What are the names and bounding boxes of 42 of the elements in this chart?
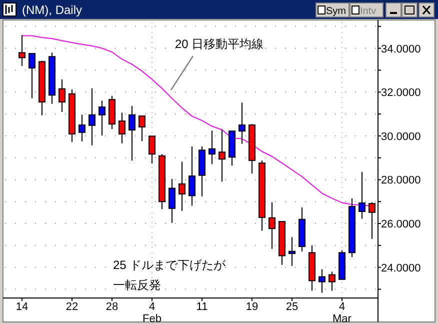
x-tick-label: 25 xyxy=(286,301,298,313)
y-tick-label: 32.0000 xyxy=(381,87,421,100)
y-tick-label: 28.0000 xyxy=(381,174,421,187)
text: Intv xyxy=(360,6,376,17)
x-tick-label: 14 xyxy=(16,301,28,313)
candlestick xyxy=(28,53,36,99)
candlestick xyxy=(318,268,326,294)
candlestick xyxy=(78,114,86,142)
candlestick xyxy=(58,78,66,113)
annotation: 25 ドルまで下げたが xyxy=(113,258,227,272)
candlestick xyxy=(238,102,246,144)
candlestick xyxy=(168,178,176,224)
y-tick-label: 30.0000 xyxy=(381,130,421,143)
y-tick-label: 26.0000 xyxy=(381,218,421,231)
x-tick-label: 28 xyxy=(106,301,118,313)
text: Sym xyxy=(326,6,346,17)
chart-title: (NM), Daily xyxy=(22,3,82,17)
candlestick xyxy=(218,129,226,182)
candlestick xyxy=(138,115,146,142)
x-tick-label: 4 Mar xyxy=(332,301,352,324)
x-tick-label: 19 xyxy=(246,301,258,313)
x-tick-label: 11 xyxy=(196,301,208,313)
x-tick-label: 22 xyxy=(66,301,78,313)
candlestick xyxy=(18,34,26,67)
candlestick xyxy=(178,161,186,212)
candlestick xyxy=(368,202,376,240)
candlestick xyxy=(268,202,276,250)
candlestick xyxy=(208,130,216,165)
candlestick xyxy=(88,88,96,146)
annotation: 20 日移動平均線 xyxy=(175,37,264,51)
candlestick xyxy=(118,112,126,144)
y-tick-label: 34.0000 xyxy=(381,43,421,56)
candlestick xyxy=(328,271,336,292)
x-tick-label: 4 Feb xyxy=(142,301,162,324)
y-tick-label: 24.0000 xyxy=(381,262,421,274)
candlestick xyxy=(128,105,136,161)
candlestick xyxy=(98,100,106,136)
candlestick xyxy=(188,146,196,206)
annotation: 一転反発 xyxy=(113,278,161,292)
candlestick xyxy=(358,171,366,220)
candlestick xyxy=(288,236,296,267)
candlestick xyxy=(148,136,156,164)
